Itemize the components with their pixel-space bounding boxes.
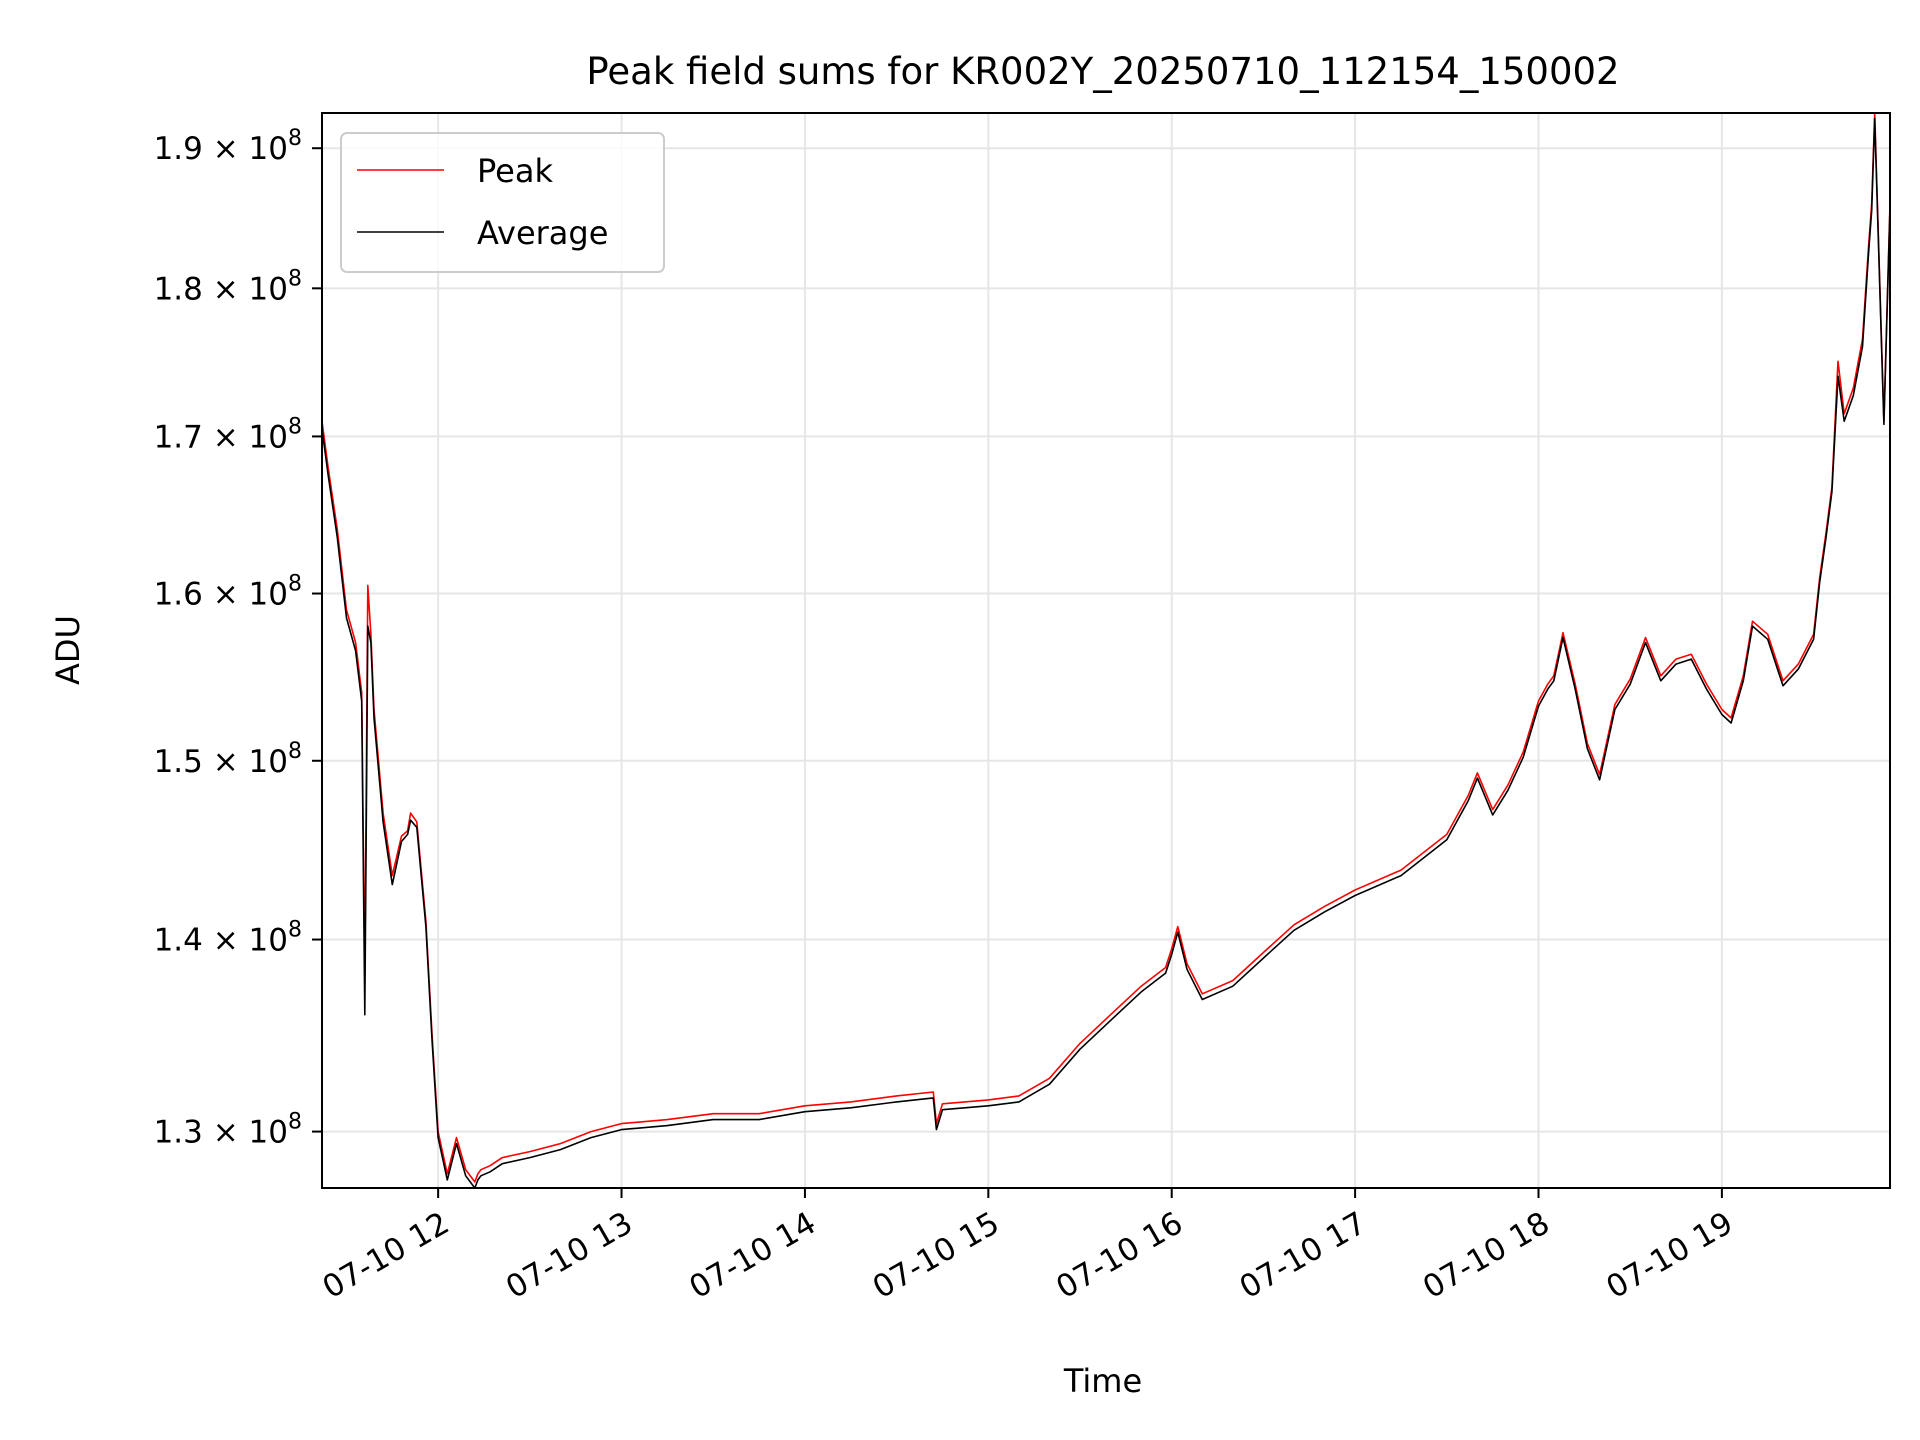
y-axis-ticks: 1.3 × 108 1.4 × 108 1.5 × 108 1.6 × 108 1.7 …	[154, 126, 322, 1151]
x-tick-label-1: 07-10 13	[500, 1205, 639, 1306]
x-tick-label-6: 07-10 18	[1417, 1205, 1556, 1306]
y-tick-label-0: 1.3 × 108	[154, 1110, 302, 1151]
legend-label-average: Average	[477, 214, 608, 252]
x-tick-label-3: 07-10 15	[867, 1205, 1006, 1306]
y-tick-label-6: 1.9 × 108	[154, 126, 302, 167]
chart-title: Peak field sums for KR002Y_20250710_1121…	[586, 50, 1619, 93]
y-axis-label: ADU	[49, 615, 87, 685]
legend-box	[340, 132, 665, 273]
legend-label-peak: Peak	[477, 152, 553, 190]
y-tick-label-4: 1.7 × 108	[154, 414, 302, 455]
y-tick-label-3: 1.6 × 108	[154, 572, 302, 613]
x-axis-label: Time	[1063, 1362, 1142, 1400]
series-line-average	[321, 117, 1891, 1189]
series-line-peak	[321, 112, 1891, 1183]
x-tick-label-4: 07-10 16	[1050, 1205, 1189, 1306]
plot-frame	[321, 112, 1891, 1189]
grid	[322, 113, 1890, 1188]
legend: Peak Average	[340, 132, 665, 273]
x-axis-ticks: 07-10 12 07-10 13 07-10 14 07-10 15 07-10 16…	[317, 1188, 1739, 1306]
y-tick-label-5: 1.8 × 108	[154, 266, 302, 307]
y-tick-label-2: 1.5 × 108	[154, 739, 302, 780]
y-tick-label-1: 1.4 × 108	[154, 918, 302, 959]
x-tick-label-0: 07-10 12	[317, 1205, 456, 1306]
x-tick-label-5: 07-10 17	[1234, 1205, 1373, 1306]
x-tick-label-2: 07-10 14	[683, 1205, 822, 1306]
x-tick-label-7: 07-10 19	[1600, 1205, 1739, 1306]
plot-lines	[321, 112, 1891, 1189]
